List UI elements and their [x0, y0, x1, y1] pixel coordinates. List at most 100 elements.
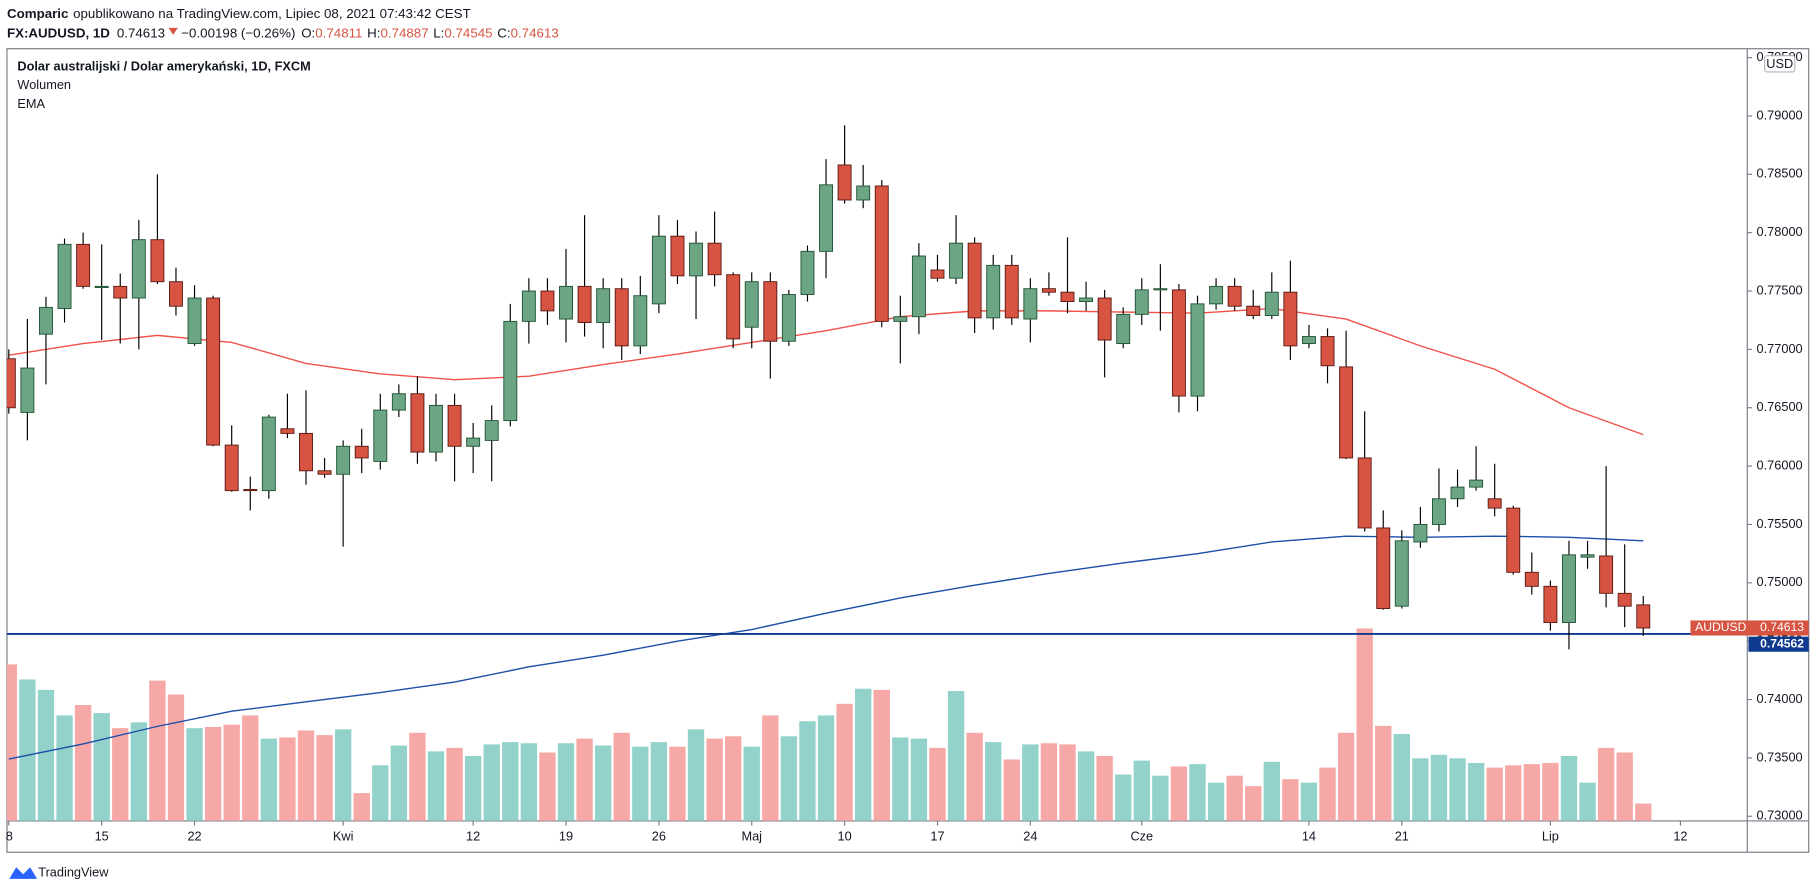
x-tick-label: Maj [741, 829, 762, 844]
candle-body [354, 445, 369, 459]
candle-body [670, 235, 685, 277]
x-tick-label: 26 [652, 829, 666, 844]
plot [6, 125, 1748, 821]
legend-volume: Wolumen [17, 77, 71, 92]
volume-bar [483, 744, 500, 821]
candle-body [410, 393, 425, 453]
volume-bar [966, 732, 983, 821]
volume-bar [37, 689, 55, 821]
volume-bar [1059, 744, 1076, 821]
volume-bar [725, 736, 742, 821]
volume-bar [502, 742, 519, 821]
volume-bar [576, 738, 593, 821]
volume-bar [632, 746, 649, 821]
y-tick-label: 0.77500 [1757, 282, 1803, 297]
volume-bar [242, 715, 259, 821]
volume-bar [204, 727, 222, 821]
volume-bar [316, 735, 333, 821]
candle-body [540, 290, 555, 312]
y-tick-label: 0.76000 [1757, 457, 1803, 472]
published: opublikowano na TradingView.com, Lipiec … [73, 5, 471, 20]
candle-body [1506, 507, 1521, 573]
volume-bar [1282, 779, 1299, 821]
currency: USD [1766, 56, 1793, 71]
volume-bar [446, 747, 463, 821]
candle-body [1209, 285, 1224, 305]
volume-bar [6, 664, 17, 821]
volume-bar [1133, 760, 1150, 821]
y-tick-label: 0.78000 [1757, 224, 1803, 239]
candle-body [559, 285, 573, 320]
candle-body [150, 239, 165, 283]
header-line: Comparic opublikowano na TradingView.com,… [7, 5, 471, 20]
candle-body [76, 243, 91, 287]
y-tick-label: 0.74000 [1757, 691, 1803, 706]
x-tick-label: 19 [559, 829, 573, 844]
volume-bar [1263, 761, 1280, 821]
candle-body [1357, 457, 1372, 529]
volume-bar [372, 765, 389, 821]
candle-body [391, 393, 406, 411]
last-price-value: 0.74613 [1760, 620, 1804, 634]
volume-bar [1579, 782, 1596, 821]
x-tick-label: Kwi [333, 829, 354, 844]
y-tick-label: 0.78500 [1757, 166, 1803, 181]
candle-body [224, 444, 239, 492]
o-label: O: [301, 25, 315, 40]
volume-bar [1635, 803, 1652, 821]
candle-body [503, 320, 518, 422]
candle-body [1469, 479, 1484, 488]
last: 0.74613 [117, 25, 165, 40]
ema-line [8, 307, 1644, 436]
volume-bar [1597, 747, 1615, 821]
volume-bar [1040, 743, 1058, 821]
volume-bar [1616, 752, 1633, 821]
candle-body [1450, 486, 1465, 500]
volume-bar [1226, 775, 1243, 821]
legend-ema: EMA [17, 96, 45, 111]
volume-bar [260, 738, 278, 821]
volume-bar [910, 738, 928, 821]
x-tick-label: 24 [1023, 829, 1037, 844]
candle-body [1264, 291, 1279, 317]
candle-body [1617, 592, 1632, 607]
h: 0.74887 [380, 25, 428, 40]
quote-line: FX:AUDUSD, 1D 0.74613 −0.00198 (−0.26%) O:0… [7, 25, 559, 40]
candle-body [1283, 291, 1298, 347]
volume-bar [1467, 762, 1485, 821]
volume-bar [985, 742, 1002, 821]
candle-body [577, 285, 592, 324]
l: 0.74545 [444, 25, 492, 40]
o: 0.74811 [315, 25, 362, 40]
volume-bar [817, 715, 835, 821]
volume-bar [1115, 774, 1132, 821]
candle-body [1413, 523, 1428, 543]
volume-bar [93, 713, 110, 821]
volume-bar [1319, 767, 1336, 821]
candle-body [1097, 297, 1112, 341]
candle-body [57, 243, 72, 310]
candle-body [893, 316, 908, 322]
candle-body [1079, 297, 1094, 303]
volume-bar [1505, 765, 1522, 821]
volume-bar [799, 721, 816, 821]
x-tick-label: Lip [1542, 829, 1559, 844]
volume-bar [167, 694, 185, 821]
volume-bar [74, 704, 92, 821]
x-tick-label: 17 [930, 829, 944, 844]
candle-body [651, 235, 666, 305]
change: −0.00198 (−0.26%) [181, 25, 295, 40]
candle-body [1041, 288, 1056, 293]
candle-body [744, 281, 759, 328]
last-price-symbol: AUDUSD [1695, 620, 1747, 634]
volume-bar [1170, 766, 1188, 821]
x-tick-label: 10 [838, 829, 852, 844]
candle-body [1190, 303, 1205, 397]
x-tick-label: 15 [95, 829, 109, 844]
candle-body [38, 306, 53, 335]
candle-body [1580, 554, 1595, 558]
candle-body [1060, 291, 1075, 303]
candle-body [763, 281, 778, 342]
candle-body [1023, 288, 1038, 320]
